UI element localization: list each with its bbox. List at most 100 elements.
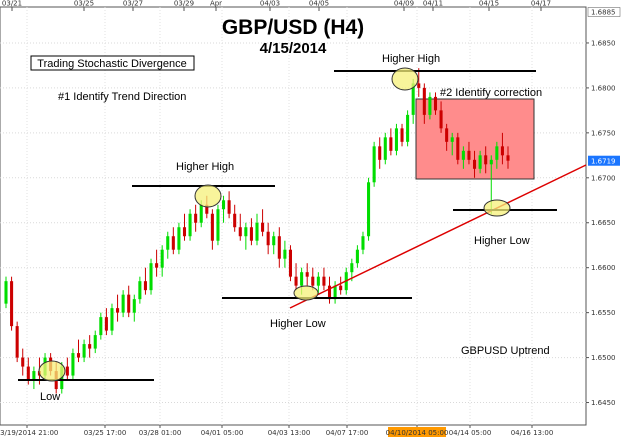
higher-high-marker-2 xyxy=(391,67,419,91)
low-marker xyxy=(38,360,66,382)
top-date-tick-label: 03/27 xyxy=(123,0,143,8)
candle-down xyxy=(104,308,108,336)
candle-body xyxy=(155,263,159,268)
candle-body xyxy=(456,137,460,160)
candle-up xyxy=(461,146,465,169)
candle-body xyxy=(389,137,393,151)
candle-body xyxy=(32,371,36,381)
candle-down xyxy=(456,132,460,165)
candle-body xyxy=(327,285,332,300)
price-tick-label: 1.6450 xyxy=(591,399,616,407)
candle-body xyxy=(10,281,14,327)
candle-up xyxy=(244,222,248,250)
candle-down xyxy=(76,339,81,363)
top-date-tick-label: 04/11 xyxy=(423,0,443,8)
top-date-tick-label: 04/15 xyxy=(479,0,499,8)
candle-body xyxy=(322,276,326,286)
highlighted-date-badge xyxy=(388,427,446,437)
bottom-date-axis: 03/19/2014 21:00 03/25 17:00 03/28 01:00 04… xyxy=(0,425,553,437)
candle-body xyxy=(244,227,248,237)
candle-down xyxy=(227,191,231,219)
candle-up xyxy=(221,195,226,223)
bottom-date-tick-label: 03/28 01:00 xyxy=(139,429,182,437)
last-price-badge xyxy=(588,155,620,166)
candle-up xyxy=(361,231,365,255)
candle-up xyxy=(383,132,387,165)
candle-body xyxy=(132,299,136,313)
grid-lines xyxy=(0,7,586,425)
candle-down xyxy=(378,137,382,169)
candle-body xyxy=(205,204,209,214)
top-date-axis: 03/21 03/25 03/27 03/29 Apr 04/03 04/05 04/09 04… xyxy=(2,0,551,11)
plot-border xyxy=(0,6,587,426)
candle-body xyxy=(272,236,276,246)
candle-body xyxy=(266,231,270,246)
top-price-label: 1.6885 xyxy=(591,8,616,16)
candle-body xyxy=(93,335,97,349)
step2-label: #2 Identify correction xyxy=(440,87,542,99)
price-tick-label: 1.6650 xyxy=(591,219,616,227)
candle-up xyxy=(82,339,86,363)
top-date-tick-label: 03/21 xyxy=(2,0,22,8)
step1-label: #1 Identify Trend Direction xyxy=(58,91,186,103)
candle-body xyxy=(433,96,438,111)
candle-down xyxy=(417,68,421,97)
price-axis: 1.6450 1.6500 1.6550 1.6600 1.6650 1.6700 1.67… xyxy=(586,7,621,407)
candle-body xyxy=(227,200,231,214)
price-tick-label: 1.6550 xyxy=(591,309,616,317)
price-tick-label: 1.6600 xyxy=(591,264,616,272)
chart-title: GBP/USD (H4) xyxy=(222,16,364,39)
candle-body xyxy=(350,263,354,273)
candle-body xyxy=(445,128,449,142)
candle-down xyxy=(21,348,25,376)
candle-down xyxy=(143,267,147,295)
candle-body xyxy=(71,353,75,376)
candle-up xyxy=(283,240,287,268)
candle-body xyxy=(182,227,187,237)
candle-body xyxy=(428,96,432,115)
chart-subtitle: 4/15/2014 xyxy=(260,40,327,57)
top-price-badge xyxy=(587,7,621,17)
candle-body xyxy=(406,114,410,142)
candle-body xyxy=(199,204,203,223)
candle-down xyxy=(339,276,343,295)
candle-down xyxy=(171,227,175,255)
candle-up xyxy=(372,141,376,187)
candle-down xyxy=(389,128,393,156)
candle-down xyxy=(155,249,159,277)
candle-up xyxy=(478,150,482,174)
trend-line xyxy=(289,164,587,309)
candle-down xyxy=(322,267,326,291)
candle-up xyxy=(99,312,103,340)
candle-up xyxy=(450,132,454,156)
last-price-label: 1.6719 xyxy=(591,158,616,166)
candle-body xyxy=(166,236,170,250)
candle-up xyxy=(428,92,432,120)
candle-up xyxy=(255,213,259,246)
candle-body xyxy=(367,182,371,237)
candle-down xyxy=(422,83,426,124)
price-tick-label: 1.6700 xyxy=(591,174,616,182)
candle-down xyxy=(400,123,404,147)
candle-body xyxy=(394,128,398,151)
top-date-tick-label: 04/05 xyxy=(309,0,329,8)
top-date-tick-label: 04/03 xyxy=(260,0,280,8)
highlighted-date-label: 04/10/2014 05:00 xyxy=(386,429,449,437)
candle-body xyxy=(249,227,253,241)
candle-up xyxy=(71,348,75,381)
candle-body xyxy=(255,222,259,241)
top-date-tick-label: 03/25 xyxy=(74,0,94,8)
candle-body xyxy=(26,366,30,381)
candle-body xyxy=(439,110,443,129)
bottom-date-tick-label: 03/19/2014 21:00 xyxy=(0,429,58,437)
candle-body xyxy=(65,366,69,376)
candle-body xyxy=(127,294,131,313)
candle-down xyxy=(210,209,214,250)
candle-down xyxy=(88,335,92,358)
candle-up xyxy=(316,272,320,295)
candle-up xyxy=(121,290,125,318)
candle-down xyxy=(500,132,504,165)
candle-body xyxy=(411,83,415,115)
strategy-label-box xyxy=(30,55,195,71)
